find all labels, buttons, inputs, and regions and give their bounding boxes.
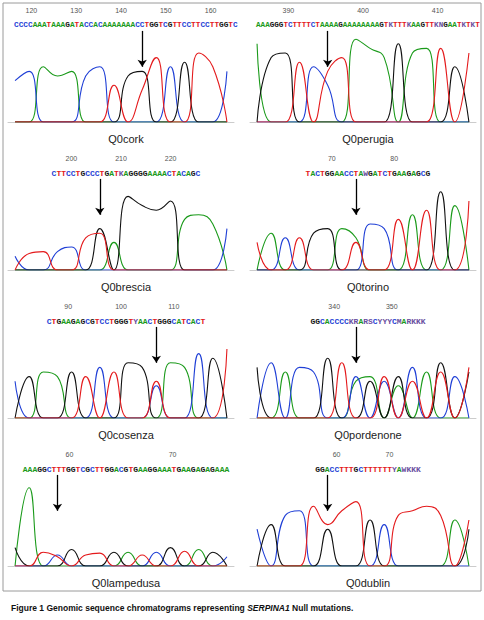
html-text:C T G A A G A G C G T C C T G: C T G A A G A G C G T C C T G G G T Y A … xyxy=(46,316,201,326)
svg-text:350: 350 xyxy=(386,303,398,310)
svg-text:410: 410 xyxy=(432,7,444,14)
html-text:C C C C A A A T A A A G A T A: C C C C A A A T A A A G A T A C C A C A … xyxy=(14,21,233,29)
svg-text:60: 60 xyxy=(333,451,341,458)
svg-text:Null mutations.: Null mutations. xyxy=(290,603,354,613)
svg-text:210: 210 xyxy=(115,155,127,162)
svg-text:Q0torino: Q0torino xyxy=(347,281,389,293)
svg-text:390: 390 xyxy=(282,7,294,14)
svg-text:Figure 1: Figure 1 xyxy=(11,603,44,613)
svg-text:80: 80 xyxy=(390,155,398,162)
svg-text:200: 200 xyxy=(66,155,78,162)
svg-text:G: G xyxy=(426,169,431,178)
svg-text:110: 110 xyxy=(168,303,179,310)
svg-text:70: 70 xyxy=(328,155,336,162)
svg-text:Q0cosenza: Q0cosenza xyxy=(98,429,155,441)
svg-text:60: 60 xyxy=(66,451,74,458)
svg-text:130: 130 xyxy=(70,7,82,14)
svg-text:K: K xyxy=(421,317,426,326)
svg-text:Q0dublin: Q0dublin xyxy=(346,577,390,589)
html-text:A A A G G G T C T T T T C T A: A A A G G G T C T T T T C T A A A A G A … xyxy=(256,21,476,29)
svg-text:Q0perugia: Q0perugia xyxy=(342,133,394,145)
svg-text:SERPINA1: SERPINA1 xyxy=(247,603,290,613)
svg-text:160: 160 xyxy=(205,7,217,14)
svg-text:150: 150 xyxy=(160,7,172,14)
svg-text:340: 340 xyxy=(328,303,340,310)
svg-text:140: 140 xyxy=(115,7,127,14)
svg-text:Q0brescia: Q0brescia xyxy=(101,281,152,293)
html-text:G G C A C C C C K R A R S C Y: G G C A C C C C K R A R S C Y Y Y C M A … xyxy=(310,316,421,326)
svg-text:Genomic sequence chromatograms: Genomic sequence chromatograms represent… xyxy=(46,603,247,613)
svg-text:Q0pordenone: Q0pordenone xyxy=(334,429,401,441)
svg-text:A: A xyxy=(224,465,229,474)
html-text:T A C T G G A A C C T A W G A: T A C T G G A A C C T A W G A T C T G A … xyxy=(305,168,426,178)
svg-text:C: C xyxy=(196,169,201,178)
svg-text:220: 220 xyxy=(165,155,177,162)
svg-text:T: T xyxy=(200,317,205,326)
svg-text:120: 120 xyxy=(26,7,38,14)
svg-text:70: 70 xyxy=(386,451,394,458)
html-text:C T T C C T G C C C T G A T K: C T T C C T G C C C T G A T K A G G G G … xyxy=(51,168,196,178)
svg-text:Q0lampedusa: Q0lampedusa xyxy=(92,577,161,589)
html-text:G G A C C T T T G C T T T T T: G G A C C T T T G C T T T T T T Y A W K … xyxy=(315,464,416,474)
svg-text:T: T xyxy=(475,21,480,29)
svg-text:90: 90 xyxy=(64,303,72,310)
svg-text:100: 100 xyxy=(115,303,127,310)
html-text:A A A G G C T T T G G T C G C: A A A G G C T T T G G T C G C T T G G A … xyxy=(22,464,225,474)
svg-text:C: C xyxy=(233,21,238,29)
svg-text:K: K xyxy=(416,465,421,474)
svg-text:Q0cork: Q0cork xyxy=(108,133,144,145)
svg-text:400: 400 xyxy=(357,7,369,14)
svg-text:70: 70 xyxy=(169,451,177,458)
